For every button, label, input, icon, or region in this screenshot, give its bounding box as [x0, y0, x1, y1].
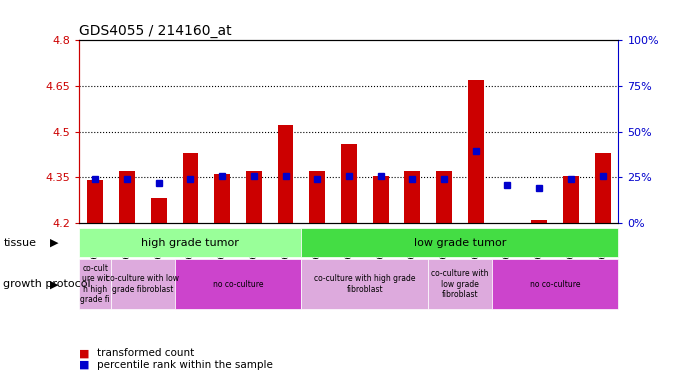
Text: percentile rank within the sample: percentile rank within the sample	[97, 360, 273, 370]
Bar	[500, 223, 515, 238]
Bar	[563, 175, 579, 223]
Text: ■: ■	[79, 348, 90, 358]
Bar	[301, 228, 618, 257]
Bar	[246, 171, 262, 223]
Text: ■: ■	[79, 360, 90, 370]
Text: low grade tumor: low grade tumor	[414, 238, 506, 248]
Bar	[175, 259, 301, 309]
Bar	[404, 171, 420, 223]
Bar	[214, 174, 230, 223]
Bar	[341, 144, 357, 223]
Text: co-culture with high grade
fibroblast: co-culture with high grade fibroblast	[314, 275, 415, 294]
Bar	[491, 259, 618, 309]
Text: tissue: tissue	[3, 238, 37, 248]
Text: no co-culture: no co-culture	[213, 280, 263, 289]
Text: ▶: ▶	[50, 238, 58, 248]
Bar	[436, 171, 452, 223]
Text: ▶: ▶	[50, 279, 58, 289]
Text: GDS4055 / 214160_at: GDS4055 / 214160_at	[79, 24, 232, 38]
Bar	[182, 153, 198, 223]
Text: co-culture with low
grade fibroblast: co-culture with low grade fibroblast	[106, 275, 180, 294]
Text: no co-culture: no co-culture	[530, 280, 580, 289]
Bar	[468, 80, 484, 223]
Bar	[119, 171, 135, 223]
Bar	[301, 259, 428, 309]
Bar	[595, 153, 611, 223]
Bar	[79, 228, 301, 257]
Text: co-cult
ure wit
h high
grade fi: co-cult ure wit h high grade fi	[80, 264, 110, 304]
Text: growth protocol: growth protocol	[3, 279, 91, 289]
Bar	[151, 199, 167, 223]
Text: transformed count: transformed count	[97, 348, 194, 358]
Bar	[87, 180, 103, 223]
Text: co-culture with
low grade
fibroblast: co-culture with low grade fibroblast	[431, 269, 489, 299]
Bar	[310, 171, 325, 223]
Bar	[111, 259, 175, 309]
Bar	[531, 220, 547, 223]
Bar	[79, 259, 111, 309]
Bar	[372, 175, 388, 223]
Text: high grade tumor: high grade tumor	[142, 238, 239, 248]
Bar	[428, 259, 491, 309]
Bar	[278, 126, 294, 223]
